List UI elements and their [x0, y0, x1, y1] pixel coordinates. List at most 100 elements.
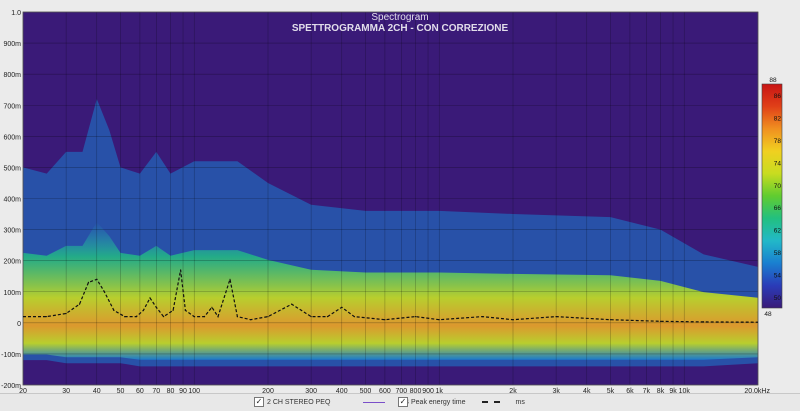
series-point: [184, 309, 186, 311]
series-point: [438, 319, 440, 321]
x-tick-label: 300: [305, 388, 317, 393]
series-point: [384, 319, 386, 321]
series-point: [512, 319, 514, 321]
colorbar-tick-label: 66: [774, 205, 782, 212]
series-point: [211, 306, 213, 308]
series-point: [96, 278, 98, 280]
legend-label-peak: Peak energy time: [411, 398, 466, 406]
series-point: [113, 309, 115, 311]
x-tick-label: 800: [410, 388, 422, 393]
legend-item-stereo[interactable]: ✓ 2 CH STEREO PEQ dB: [254, 397, 409, 407]
series-point: [326, 316, 329, 318]
spectrogram-plot: 1.0 900m 800m 700m 600m 500m 400m 300m 200m 100m 0…: [1, 10, 783, 395]
colorbar-tick-label: 70: [774, 183, 782, 190]
y-tick-label: 600m: [3, 134, 21, 141]
x-tick-label: 900: [422, 388, 434, 393]
x-tick-label: 4k: [583, 388, 591, 393]
chart-title: SPETTROGRAMMA 2CH - CON CORREZIONE: [292, 23, 509, 34]
series-point: [341, 306, 343, 308]
x-tick-label: 700: [395, 388, 407, 393]
series-point: [291, 303, 293, 305]
colorbar-tick-label: 48: [764, 311, 772, 318]
x-tick-label: 5k: [607, 388, 615, 393]
y-tick-label: 100m: [3, 290, 21, 297]
y-tick-label: 900m: [3, 41, 21, 48]
series-point: [135, 316, 137, 318]
decay-envelope-core: [23, 222, 758, 360]
x-tick-label: 90: [179, 388, 187, 393]
legend-item-peak[interactable]: ✓ Peak energy time ms: [398, 397, 525, 407]
y-tick-label: 800m: [3, 72, 21, 79]
x-tick-label: 6k: [626, 388, 634, 393]
colorbar-tick-label: 82: [774, 116, 782, 123]
x-tick-label: 40: [93, 388, 101, 393]
y-tick-label: -100m: [1, 352, 21, 359]
series-point: [87, 281, 90, 283]
series-point: [163, 316, 165, 318]
colorbar-tick-label: 50: [774, 295, 782, 302]
stereo-swatch: [363, 401, 386, 403]
series-point: [609, 319, 612, 321]
series-point: [193, 316, 195, 318]
x-tick-label: 7k: [643, 388, 651, 393]
legend-label-stereo: 2 CH STEREO PEQ: [267, 398, 331, 406]
colorbar-tick-label: 54: [774, 272, 782, 279]
colorbar: [761, 83, 783, 309]
colorbar-tick-label: 88: [769, 77, 777, 84]
x-tick-label: 8k: [657, 388, 665, 393]
stereo-checkbox[interactable]: ✓: [254, 397, 264, 407]
series-point: [103, 291, 105, 293]
x-tick-label: 500: [360, 388, 372, 393]
y-tick-label: 0: [17, 321, 21, 328]
series-point: [180, 269, 182, 271]
app-title: Spectrogram: [371, 12, 428, 23]
series-point: [250, 319, 252, 321]
colorbar-tick-label: 78: [774, 138, 782, 145]
series-point: [267, 316, 269, 318]
x-tick-label: 30: [62, 388, 70, 393]
x-tick-label: 400: [336, 388, 348, 393]
colorbar-tick-label: 58: [774, 250, 782, 257]
peak-swatch: [482, 401, 501, 403]
y-tick-label: 500m: [3, 165, 21, 172]
series-point: [124, 316, 126, 318]
series-point: [65, 312, 67, 315]
x-tick-label: 200: [262, 388, 274, 393]
plot-border: [22, 11, 759, 386]
y-tick-label: 200m: [3, 259, 21, 266]
legend-unit-peak: ms: [515, 398, 525, 406]
series-point: [757, 321, 758, 323]
x-tick-label: 1k: [436, 388, 444, 393]
series-point: [203, 316, 205, 318]
y-tick-label: 400m: [3, 197, 21, 204]
series-point: [155, 306, 157, 308]
series-point: [555, 316, 557, 318]
series-point: [217, 316, 219, 318]
series-point: [142, 309, 144, 311]
colorbar-tick-label: 86: [774, 93, 782, 100]
y-tick-label: 300m: [3, 228, 21, 235]
peak-checkbox[interactable]: ✓: [398, 397, 408, 407]
y-tick-label: 1.0: [11, 10, 21, 17]
y-tick-label: -200m: [1, 383, 21, 390]
colorbar-tick-label: 74: [774, 160, 782, 167]
series-point: [353, 316, 355, 318]
series-point: [310, 316, 312, 318]
series-point: [78, 303, 81, 305]
x-tick-label: 50: [117, 388, 125, 393]
x-tick-label: 9k: [669, 388, 677, 393]
x-tick-label: 3k: [552, 388, 560, 393]
series-point: [659, 320, 662, 322]
series-point: [414, 316, 417, 318]
x-tick-label: 20.0kHz: [744, 388, 770, 393]
series-point: [229, 278, 231, 280]
series-point: [703, 321, 705, 323]
x-tick-label: 60: [136, 388, 144, 393]
series-point: [481, 316, 483, 318]
legend-bar: ✓ 2 CH STEREO PEQ dB ✓ Peak energy time …: [0, 393, 800, 411]
colorbar-tick-label: 62: [774, 228, 782, 235]
series-point: [46, 316, 48, 318]
series-point: [149, 297, 151, 299]
x-tick-label: 80: [167, 388, 175, 393]
